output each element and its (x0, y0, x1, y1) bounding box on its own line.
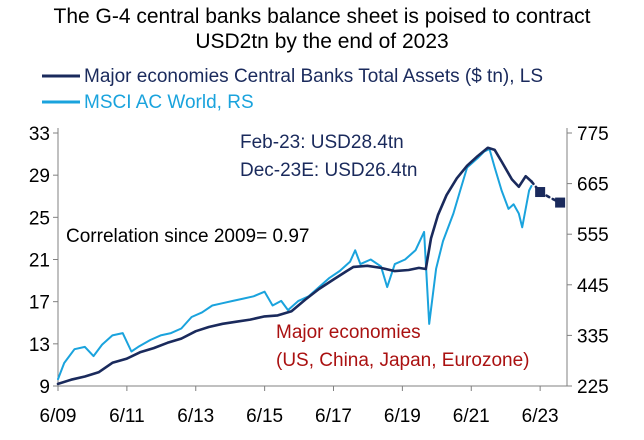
left-tick-label: 33 (29, 124, 50, 145)
series-lines (56, 146, 562, 386)
annotation-feb23: Feb-23: USD28.4tn (240, 132, 404, 153)
chart-title-line-2: USD2tn by the end of 2023 (195, 30, 448, 53)
left-tick-label: 21 (29, 251, 50, 272)
x-tick-label: 6/21 (453, 406, 490, 427)
left-tick-label: 13 (29, 335, 50, 356)
right-tick-label: 665 (577, 175, 609, 196)
legend-label-central-banks: Major economies Central Banks Total Asse… (84, 66, 543, 87)
x-tick-label: 6/17 (315, 406, 352, 427)
estimate-markers (535, 187, 566, 208)
right-tick-label: 445 (577, 276, 609, 297)
right-tick-label: 555 (577, 225, 609, 246)
x-tick-label: 6/13 (177, 406, 214, 427)
annotation-major-economies: Major economies (276, 322, 421, 343)
right-tick-label: 225 (577, 377, 609, 398)
x-tick-label: 6/15 (246, 406, 283, 427)
right-tick-label: 775 (577, 124, 609, 145)
left-tick-label: 17 (29, 293, 50, 314)
series-line-central-banks (56, 146, 533, 386)
annotation-correlation: Correlation since 2009= 0.97 (66, 226, 309, 247)
left-tick-label: 9 (39, 377, 50, 398)
left-tick-label: 25 (29, 208, 50, 229)
right-tick-label: 335 (577, 326, 609, 347)
chart-title-line-1: The G-4 central banks balance sheet is p… (54, 5, 591, 28)
annotation-countries: (US, China, Japan, Eurozone) (276, 350, 529, 371)
x-tick-label: 6/09 (40, 406, 77, 427)
estimate-marker (535, 187, 546, 198)
estimate-marker (555, 197, 566, 208)
axis-ticks: 9 13 17 21 25 29 33 225 335 445 555 665 775 6/09 6/11 6… (29, 124, 609, 427)
annotation-dec23e: Dec-23E: USD26.4tn (240, 160, 417, 181)
left-tick-label: 29 (29, 166, 50, 187)
x-tick-label: 6/19 (384, 406, 421, 427)
series-line-msci (57, 148, 533, 381)
x-tick-label: 6/23 (522, 406, 559, 427)
legend-label-msci: MSCI AC World, RS (84, 92, 254, 113)
x-tick-label: 6/11 (109, 406, 145, 427)
